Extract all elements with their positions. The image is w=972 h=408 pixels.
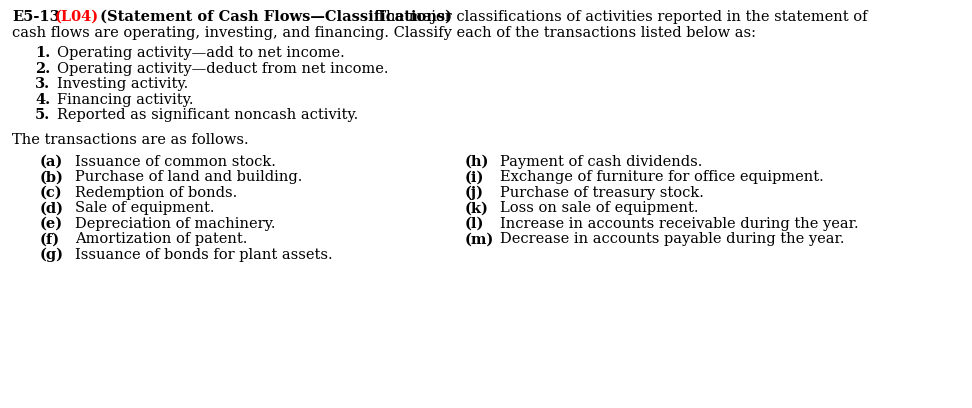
Text: (j): (j) [465,186,484,200]
Text: Issuance of bonds for plant assets.: Issuance of bonds for plant assets. [75,248,332,262]
Text: (e): (e) [40,217,63,231]
Text: (a): (a) [40,155,63,169]
Text: (d): (d) [40,202,64,215]
Text: (g): (g) [40,248,64,262]
Text: cash flows are operating, investing, and financing. Classify each of the transac: cash flows are operating, investing, and… [12,25,756,40]
Text: Sale of equipment.: Sale of equipment. [75,202,215,215]
Text: (L04): (L04) [55,10,99,24]
Text: (m): (m) [465,233,494,246]
Text: Exchange of furniture for office equipment.: Exchange of furniture for office equipme… [500,171,823,184]
Text: (f): (f) [40,233,60,246]
Text: (h): (h) [465,155,489,169]
Text: Depreciation of machinery.: Depreciation of machinery. [75,217,275,231]
Text: Operating activity—add to net income.: Operating activity—add to net income. [57,47,345,60]
Text: 1.: 1. [35,47,51,60]
Text: Increase in accounts receivable during the year.: Increase in accounts receivable during t… [500,217,858,231]
Text: Operating activity—deduct from net income.: Operating activity—deduct from net incom… [57,62,389,76]
Text: Reported as significant noncash activity.: Reported as significant noncash activity… [57,109,359,122]
Text: 4.: 4. [35,93,51,107]
Text: 5.: 5. [35,109,51,122]
Text: (k): (k) [465,202,489,215]
Text: Amortization of patent.: Amortization of patent. [75,233,248,246]
Text: Financing activity.: Financing activity. [57,93,193,107]
Text: 2.: 2. [35,62,51,76]
Text: Redemption of bonds.: Redemption of bonds. [75,186,237,200]
Text: (b): (b) [40,171,64,184]
Text: Purchase of treasury stock.: Purchase of treasury stock. [500,186,704,200]
Text: (l): (l) [465,217,484,231]
Text: (i): (i) [465,171,484,184]
Text: Payment of cash dividends.: Payment of cash dividends. [500,155,703,169]
Text: Issuance of common stock.: Issuance of common stock. [75,155,276,169]
Text: (c): (c) [40,186,62,200]
Text: The major classifications of activities reported in the statement of: The major classifications of activities … [367,10,867,24]
Text: Decrease in accounts payable during the year.: Decrease in accounts payable during the … [500,233,845,246]
Text: 3.: 3. [35,78,51,91]
Text: Investing activity.: Investing activity. [57,78,189,91]
Text: The transactions are as follows.: The transactions are as follows. [12,133,249,147]
Text: E5-13: E5-13 [12,10,59,24]
Text: (Statement of Cash Flows—Classifications): (Statement of Cash Flows—Classifications… [95,10,452,24]
Text: Purchase of land and building.: Purchase of land and building. [75,171,302,184]
Text: Loss on sale of equipment.: Loss on sale of equipment. [500,202,699,215]
